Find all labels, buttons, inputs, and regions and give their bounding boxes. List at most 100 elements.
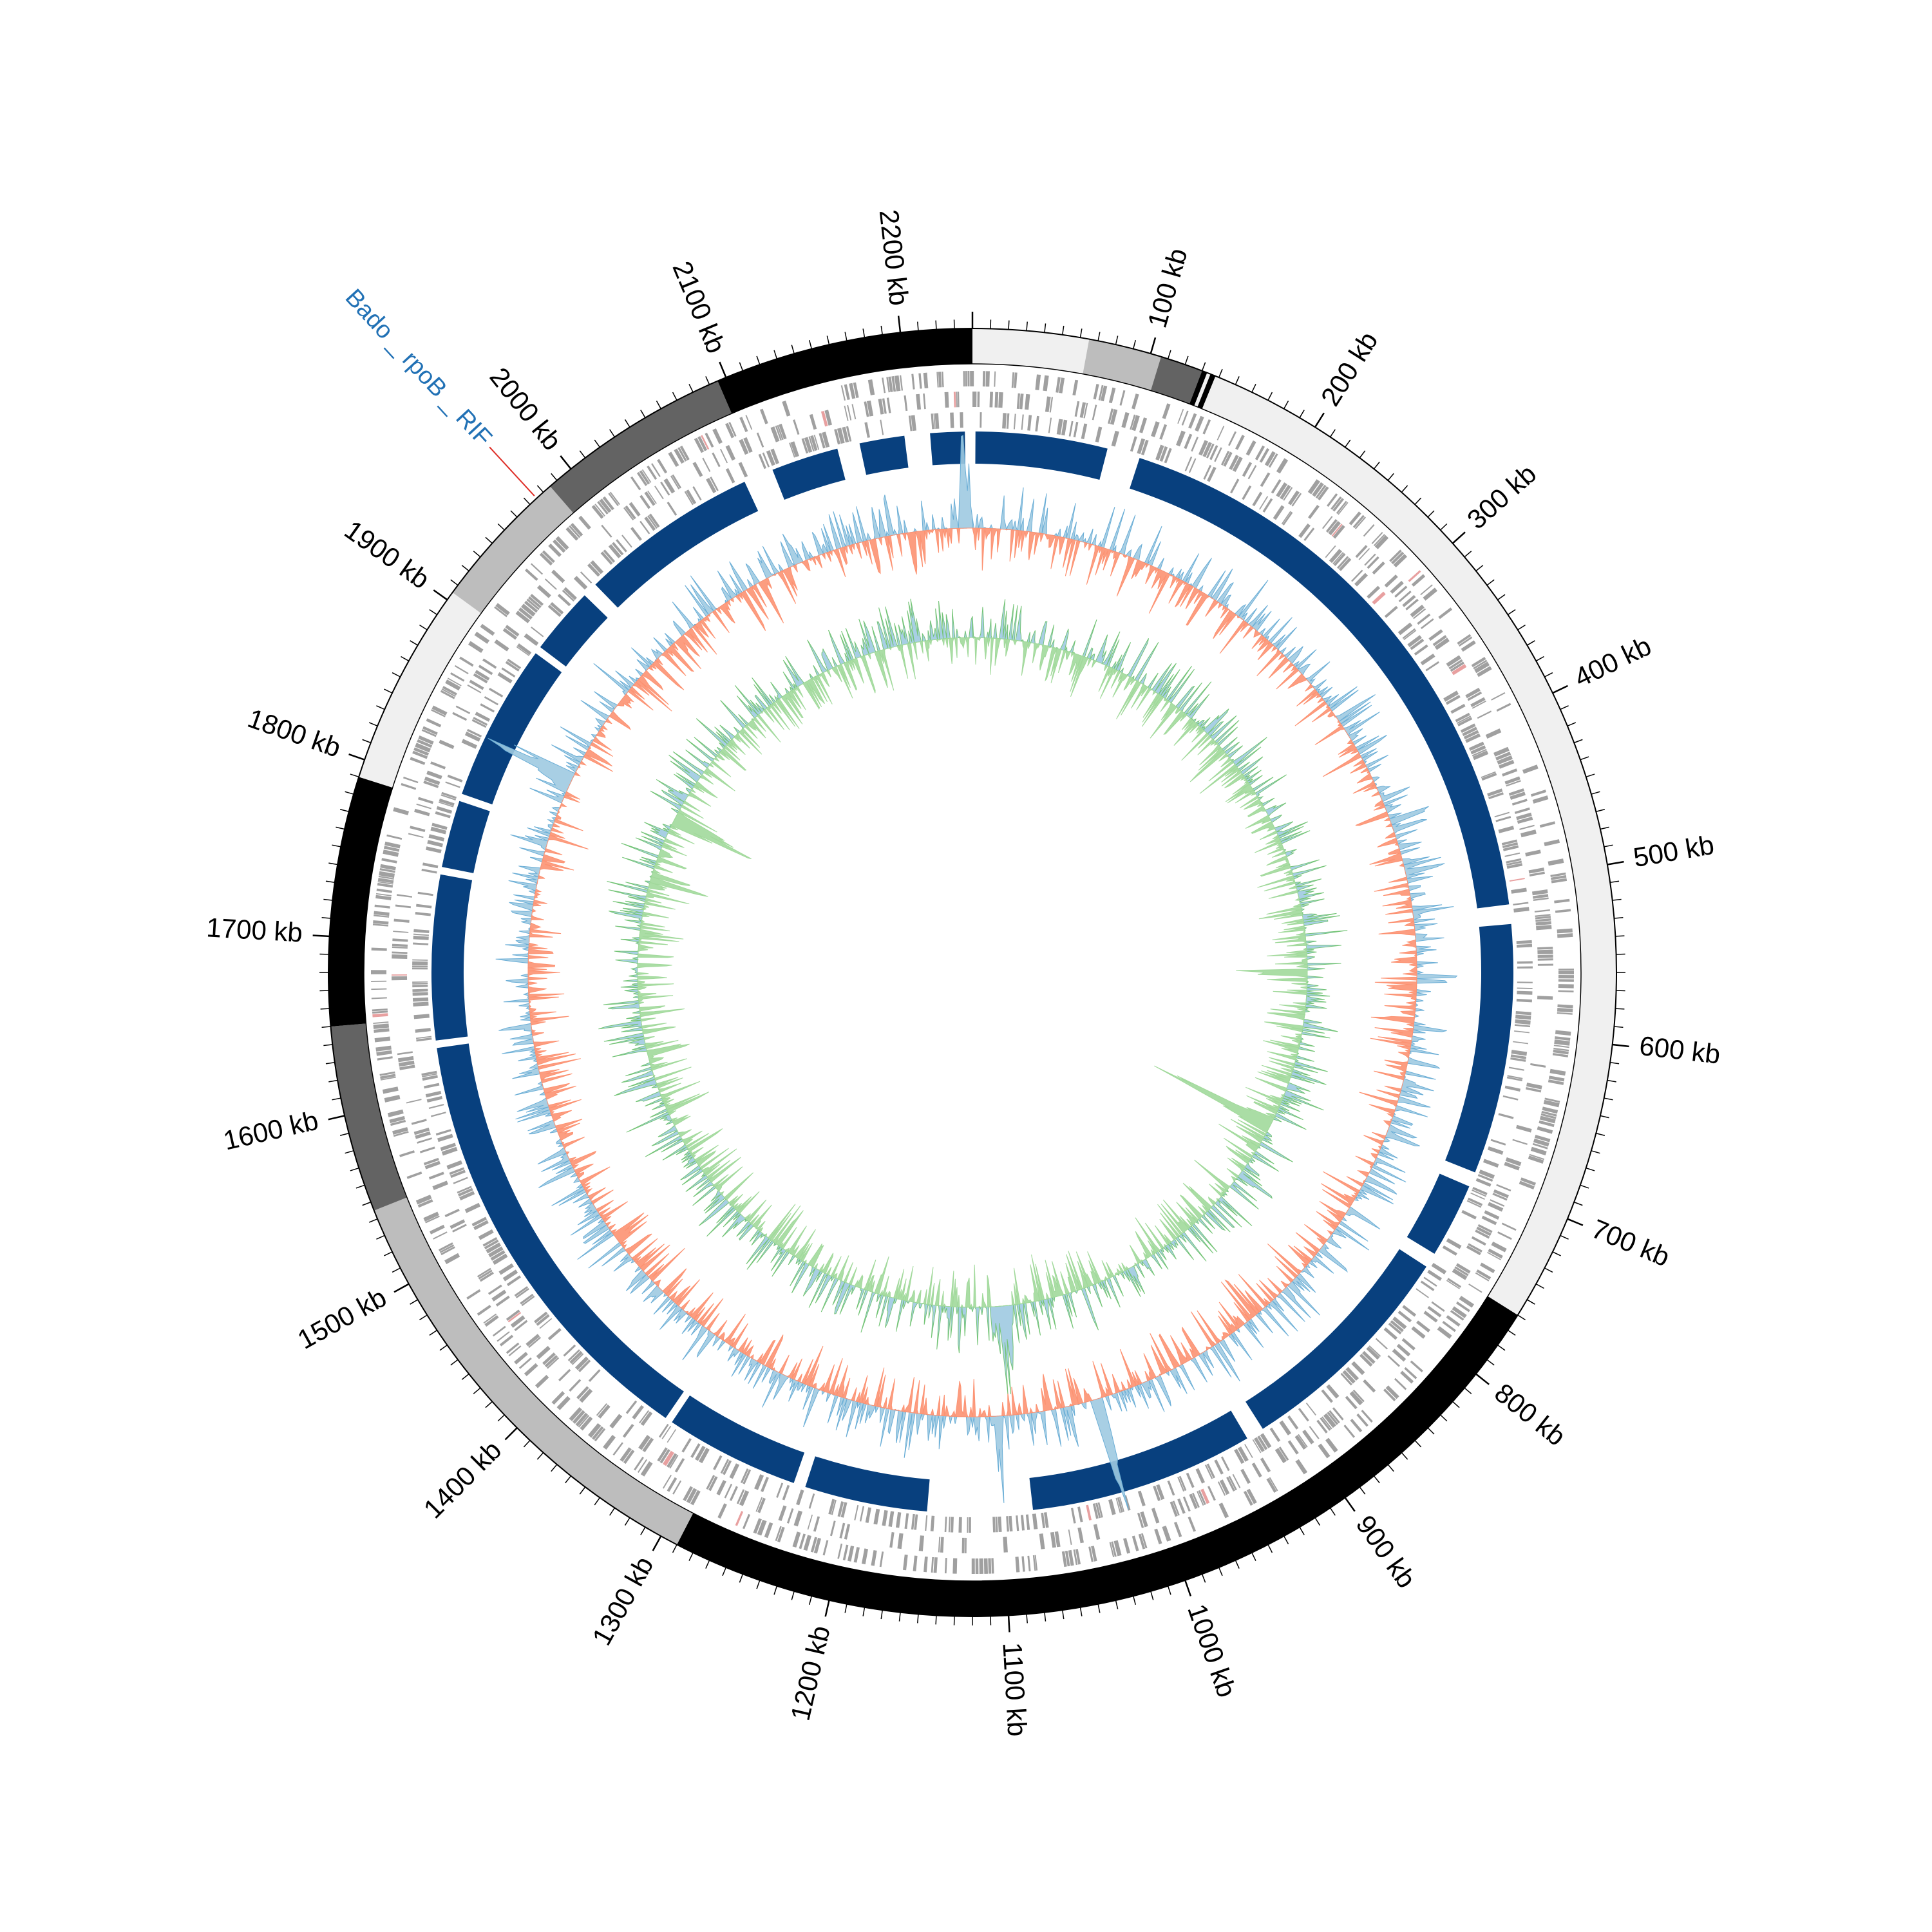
gene-feature [1223,451,1233,467]
gene-feature [1151,421,1160,437]
gene-feature [444,1208,460,1218]
major-tick [312,934,330,938]
contig-segment [452,486,574,614]
gene-feature [1331,524,1343,537]
gene-feature [1329,549,1343,564]
gene-feature [1260,1457,1271,1473]
gene-feature [1531,889,1548,896]
homology-block [462,653,562,805]
gene-feature [371,988,387,990]
gene-feature [667,1477,677,1492]
gene-feature [431,822,448,830]
gene-feature [1465,733,1481,743]
gene-feature [844,405,849,421]
gene-feature [968,1517,971,1533]
homology-block [805,1456,930,1512]
gene-feature [569,525,581,538]
gene-feature [1450,1310,1464,1321]
gene-feature [1243,1490,1253,1506]
gene-feature [1244,1444,1253,1458]
minor-tick [323,1044,333,1046]
gene-feature [497,1331,510,1342]
minor-tick [1560,1235,1569,1240]
gene-feature [413,747,430,756]
gene-feature [555,536,569,551]
gene-feature [1543,1099,1560,1108]
gene-feature [372,1008,388,1012]
gene-feature [1458,636,1473,647]
gene-feature [803,1535,811,1551]
gene-feature [600,551,613,565]
minor-tick [1150,1591,1154,1600]
gene-feature [861,1548,869,1565]
gene-feature [374,911,390,916]
gene-feature [473,1220,489,1231]
gene-feature [1329,1410,1340,1424]
gene-feature [923,393,926,410]
gene-feature [894,375,901,392]
gene-feature [1269,1477,1278,1492]
gene-feature [484,696,498,706]
minor-tick [898,1612,901,1622]
gene-feature [1242,485,1252,500]
gene-feature [1535,914,1551,917]
gene-feature [1217,1481,1226,1496]
gene-feature [1423,587,1437,601]
gene-feature [530,563,544,575]
gene-feature [1557,1012,1573,1015]
gene-feature [824,410,832,426]
gene-feature [1307,479,1320,495]
gene-feature [432,1180,448,1190]
gene-feature [1056,419,1063,435]
gene-feature [1516,940,1532,944]
gene-feature [925,1515,928,1531]
gene-feature [1264,451,1276,467]
gene-feature [1088,1546,1094,1562]
gene-feature [371,970,387,974]
gene-feature [1508,788,1524,796]
gene-feature [374,914,390,918]
gene-feature [421,868,437,874]
gene-feature [706,1475,715,1490]
gene-feature [1200,1488,1210,1504]
gene-feature [1305,1402,1316,1416]
gene-feature [1517,981,1533,983]
gene-feature [1294,1435,1307,1450]
gene-feature [536,585,551,598]
gene-feature [1092,1503,1099,1519]
gene-feature [1476,1226,1492,1236]
gene-feature [1520,1177,1537,1186]
minor-tick [450,1359,459,1366]
gene-feature [1363,1379,1376,1393]
gene-feature [831,1499,837,1515]
gene-feature [994,392,999,408]
gene-feature [1056,377,1061,393]
major-tick [560,455,572,469]
gene-feature [381,858,397,864]
gene-feature [415,1131,431,1139]
gene-feature [888,376,893,392]
gene-feature [1470,697,1486,708]
gene-feature [1093,1524,1101,1540]
gene-feature [544,1355,558,1368]
gene-feature [416,904,432,909]
minor-tick [376,705,385,710]
gene-feature [1179,1475,1187,1492]
gene-feature [1535,918,1551,922]
gene-feature [793,419,800,435]
gene-feature [853,382,859,399]
gene-feature [531,627,544,638]
gene-feature [412,750,428,759]
contig-segment [1189,370,1208,406]
gene-feature [1321,1389,1334,1403]
gene-feature [1420,1280,1435,1291]
minor-tick [439,1345,448,1351]
gene-feature [630,476,641,491]
gene-feature [1025,393,1030,410]
gene-feature [839,1522,846,1539]
gene-feature [1077,1527,1084,1544]
gene-feature [1235,435,1245,450]
gene-feature [1410,1360,1423,1372]
gene-feature [641,469,652,483]
gene-feature [690,1443,701,1458]
